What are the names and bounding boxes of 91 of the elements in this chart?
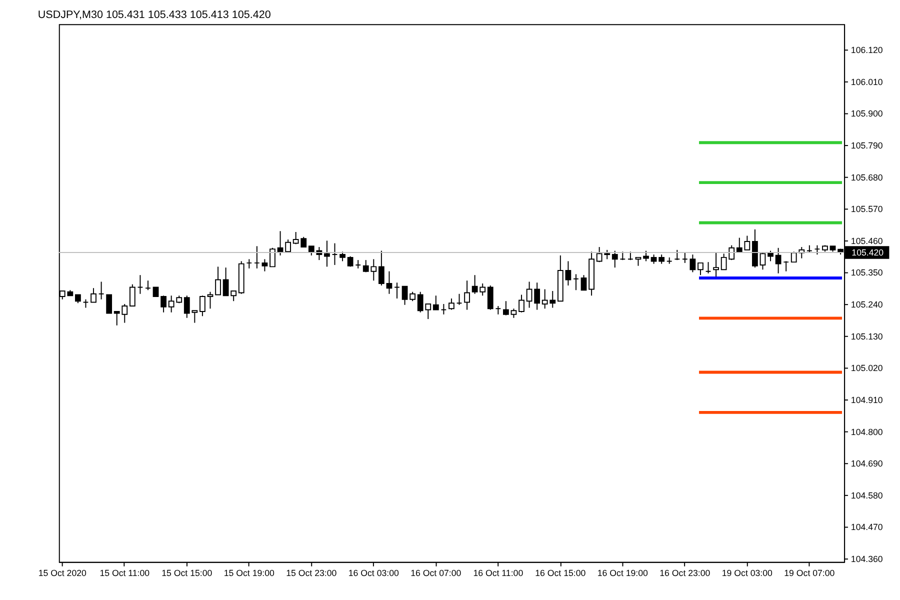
candlestick — [690, 254, 696, 273]
candlestick — [324, 240, 330, 268]
candlestick — [658, 254, 665, 264]
candlestick — [534, 282, 540, 310]
x-tick-label: 16 Oct 07:00 — [410, 568, 462, 578]
y-tick-label: 105.460 — [850, 236, 883, 246]
candlestick — [456, 293, 462, 306]
y-tick-label: 106.010 — [850, 76, 883, 87]
candlestick — [332, 242, 338, 266]
candlestick — [246, 258, 252, 269]
candlestick — [643, 250, 649, 262]
candlestick — [145, 280, 151, 291]
y-tick-label: 105.020 — [850, 363, 883, 374]
candlestick — [277, 230, 284, 256]
x-tick-label: 16 Oct 19:00 — [597, 568, 648, 578]
x-tick-label: 19 Oct 07:00 — [784, 568, 835, 578]
candlestick — [814, 244, 820, 256]
candlestick — [612, 250, 618, 268]
y-tick-label: 106.120 — [850, 45, 883, 56]
candlestick — [768, 250, 774, 262]
y-tick-label: 105.680 — [850, 172, 883, 182]
chart-title: USDJPY,M30 105.431 105.433 105.413 105.420 — [38, 9, 271, 22]
x-tick-label: 15 Oct 23:00 — [286, 568, 337, 578]
candlestick — [495, 306, 502, 315]
candlestick — [98, 281, 104, 300]
candlestick — [270, 247, 276, 268]
candlestick — [394, 282, 400, 299]
candlestick — [410, 291, 416, 302]
candlestick — [432, 295, 439, 310]
candlestick — [713, 252, 719, 278]
candlestick — [526, 281, 532, 308]
candlestick — [705, 262, 712, 274]
candlestick — [518, 294, 524, 313]
candlestick — [137, 274, 144, 294]
y-tick-label: 104.690 — [850, 458, 883, 469]
candlestick — [378, 250, 384, 286]
candlestick — [90, 288, 96, 303]
y-tick-label: 105.130 — [850, 331, 883, 342]
x-tick-label: 16 Oct 11:00 — [473, 568, 524, 578]
candlestick — [106, 294, 112, 314]
candlestick — [355, 260, 362, 269]
y-tick-label: 104.910 — [850, 394, 883, 405]
y-tick-label: 105.240 — [850, 300, 883, 310]
y-tick-label: 105.350 — [850, 268, 883, 278]
x-tick-label: 15 Oct 11:00 — [100, 568, 150, 578]
y-tick-label: 104.360 — [850, 554, 883, 564]
x-tick-label: 19 Oct 03:00 — [722, 568, 773, 578]
candlestick — [464, 280, 470, 310]
x-tick-label: 15 Oct 19:00 — [224, 568, 275, 578]
candlestick — [440, 304, 447, 315]
y-tick-label: 105.570 — [850, 204, 883, 214]
candlestick — [215, 266, 221, 296]
x-tick-label: 16 Oct 15:00 — [535, 568, 586, 578]
x-tick-label: 16 Oct 23:00 — [660, 568, 710, 578]
candlestick — [510, 308, 517, 318]
candlestick — [285, 239, 291, 254]
candlestick — [82, 298, 89, 308]
candlestick — [487, 285, 494, 310]
candlestick — [160, 295, 166, 313]
candlestick — [650, 254, 657, 264]
candlestick — [207, 291, 214, 310]
candlestick — [565, 260, 572, 286]
candlestick — [340, 251, 346, 262]
candlestick — [222, 267, 229, 296]
candlestick — [760, 252, 766, 270]
candlestick — [402, 286, 408, 306]
candlestick — [200, 295, 206, 317]
candlestick — [573, 274, 579, 291]
y-tick-label: 105.900 — [850, 108, 883, 119]
candlestick — [448, 298, 454, 310]
candlestick — [580, 274, 587, 291]
candlestick — [775, 247, 782, 274]
candlestick — [254, 246, 260, 269]
candlestick — [230, 290, 237, 302]
candlestick — [783, 260, 790, 272]
ref-line-label: 105.420 — [852, 247, 884, 258]
candlestick — [152, 286, 159, 297]
candlestick — [674, 249, 680, 261]
x-tick-label: 15 Oct 2020 — [38, 568, 87, 578]
y-tick-label: 105.790 — [850, 140, 883, 150]
candlestick — [503, 300, 509, 316]
y-tick-label: 104.470 — [850, 522, 883, 532]
candlestick — [262, 258, 268, 272]
x-tick-label: 15 Oct 15:00 — [162, 568, 212, 578]
y-tick-label: 104.800 — [850, 426, 883, 437]
y-tick-label: 104.580 — [850, 490, 883, 500]
candlestick — [682, 252, 688, 264]
candlestick — [129, 284, 136, 307]
candlestick — [698, 262, 704, 276]
x-tick-label: 16 Oct 03:00 — [348, 568, 400, 578]
candlestick — [386, 270, 392, 294]
